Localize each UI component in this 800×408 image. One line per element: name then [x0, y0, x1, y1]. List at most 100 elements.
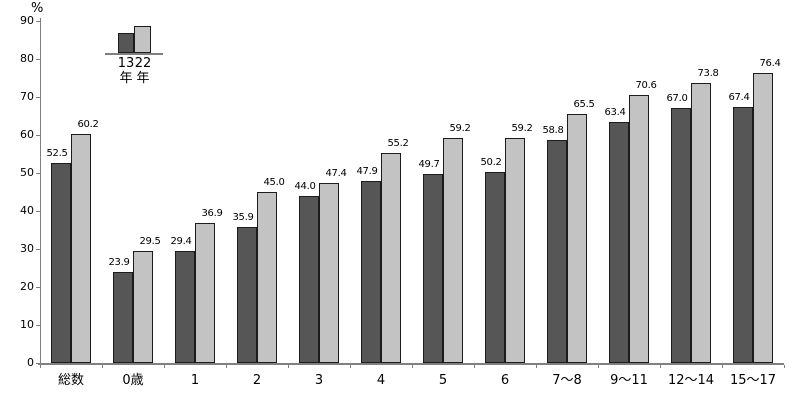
value-label: 59.2 — [449, 123, 471, 134]
y-tick-label: 30 — [20, 242, 34, 255]
bar — [319, 183, 339, 363]
y-tick-label: 60 — [20, 128, 34, 141]
x-tick — [40, 365, 41, 368]
bar — [71, 134, 91, 363]
x-tick — [226, 365, 227, 368]
y-tick-label: 40 — [20, 204, 34, 217]
y-tick-label: 50 — [20, 166, 34, 179]
y-tick-label: 70 — [20, 90, 34, 103]
legend-swatch-year22 — [134, 26, 151, 53]
value-label: 50.2 — [480, 157, 502, 168]
bar — [629, 95, 649, 363]
y-tick — [36, 363, 40, 364]
x-tick — [598, 365, 599, 368]
category-label: 2 — [252, 373, 262, 388]
bar — [299, 196, 319, 363]
bar — [609, 122, 629, 363]
x-tick — [288, 365, 289, 368]
value-label: 44.0 — [294, 181, 316, 192]
x-tick — [164, 365, 165, 368]
category-label: 4 — [376, 373, 386, 388]
category-label: 7〜8 — [552, 373, 582, 388]
value-label: 60.2 — [77, 119, 99, 130]
bar — [423, 174, 443, 363]
legend-swatch-year13 — [118, 33, 134, 53]
value-label: 45.0 — [263, 177, 285, 188]
y-tick-label: 80 — [20, 52, 34, 65]
legend-label-text: 年 — [136, 71, 150, 86]
value-label: 35.9 — [232, 212, 254, 223]
bar — [51, 163, 71, 363]
x-tick — [784, 365, 785, 368]
x-tick — [660, 365, 661, 368]
y-tick — [36, 59, 40, 60]
bar — [691, 83, 711, 363]
y-tick — [36, 249, 40, 250]
category-label: 3 — [314, 373, 324, 388]
legend-label-year22: 22 年 — [132, 56, 154, 86]
x-tick — [350, 365, 351, 368]
value-label: 55.2 — [387, 138, 409, 149]
y-tick-label: 10 — [20, 318, 34, 331]
y-tick-label: 20 — [20, 280, 34, 293]
value-label: 47.4 — [325, 168, 347, 179]
category-label: 総数 — [57, 373, 84, 388]
value-label: 65.5 — [573, 99, 595, 110]
bar — [753, 73, 773, 363]
bar — [505, 138, 525, 363]
y-tick — [36, 97, 40, 98]
y-tick — [36, 325, 40, 326]
category-label: 9〜11 — [610, 373, 648, 388]
bar — [671, 108, 691, 363]
bar — [381, 153, 401, 363]
category-label: 15〜17 — [729, 373, 777, 388]
bar — [133, 251, 153, 363]
bar — [113, 272, 133, 363]
legend-baseline — [105, 23, 163, 55]
x-axis-line — [38, 363, 784, 365]
y-tick — [36, 287, 40, 288]
bar — [195, 223, 215, 363]
value-label: 67.0 — [666, 93, 688, 104]
y-tick-label: 0 — [27, 356, 34, 369]
value-label: 58.8 — [542, 125, 564, 136]
value-label: 29.4 — [170, 236, 192, 247]
bar — [443, 138, 463, 363]
value-label: 67.4 — [728, 92, 750, 103]
legend-label-text: 13 — [117, 56, 135, 71]
value-label: 70.6 — [635, 80, 657, 91]
category-label: 12〜14 — [667, 373, 715, 388]
value-label: 47.9 — [356, 166, 378, 177]
value-label: 76.4 — [759, 58, 781, 69]
bar — [257, 192, 277, 363]
y-tick-label: 90 — [20, 14, 34, 27]
value-label: 29.5 — [139, 236, 161, 247]
value-label: 23.9 — [108, 257, 130, 268]
category-label: 6 — [500, 373, 510, 388]
y-tick — [36, 211, 40, 212]
y-tick — [36, 21, 40, 22]
legend-label-text: 22 — [134, 56, 152, 71]
x-tick — [102, 365, 103, 368]
y-tick — [36, 173, 40, 174]
bar — [237, 227, 257, 363]
category-label: 0歳 — [122, 373, 144, 388]
y-axis-line — [40, 18, 41, 363]
bar — [485, 172, 505, 363]
bar — [175, 251, 195, 363]
bar — [567, 114, 587, 363]
x-tick — [722, 365, 723, 368]
legend-label-year13: 13 年 — [115, 56, 137, 86]
legend: 13 年 22 年 — [105, 23, 163, 89]
legend-label-text: 年 — [119, 71, 133, 86]
x-tick — [412, 365, 413, 368]
x-tick — [536, 365, 537, 368]
value-label: 63.4 — [604, 107, 626, 118]
value-label: 73.8 — [697, 68, 719, 79]
x-tick — [474, 365, 475, 368]
category-label: 5 — [438, 373, 448, 388]
value-label: 49.7 — [418, 159, 440, 170]
bar — [361, 181, 381, 363]
value-label: 59.2 — [511, 123, 533, 134]
